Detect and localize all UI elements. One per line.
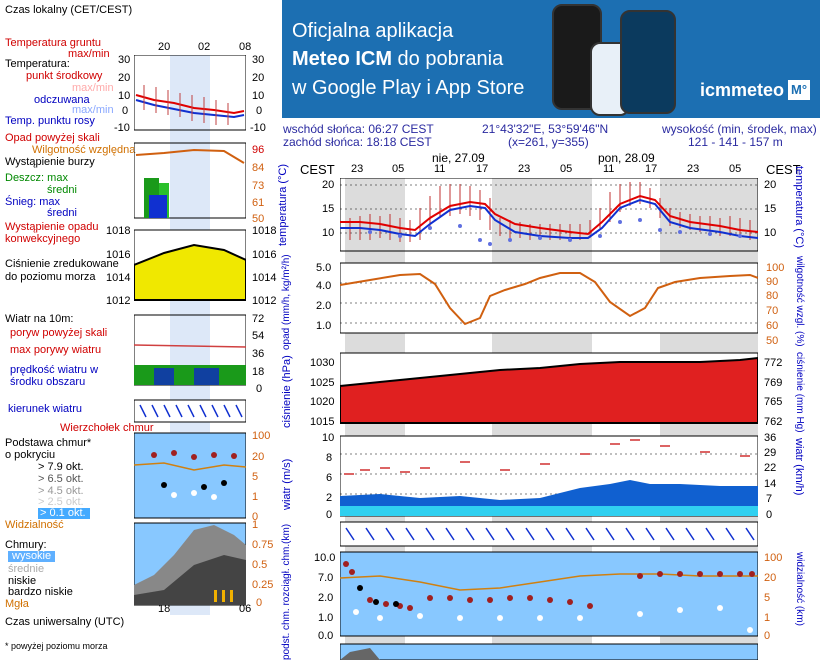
soil-temp-range: max/min — [68, 48, 110, 60]
phone-image — [620, 10, 676, 114]
okta-label-4: > 2.5 okt. — [38, 496, 84, 508]
cloud-axis-label-left: podst. chm. rozciągł. chm.(km) — [281, 523, 292, 660]
humidity-label: Wilgotność względna — [32, 144, 136, 156]
okta-label-1: > 7.9 okt. — [38, 461, 84, 473]
humidity-axis-label-right: wilgotność wzgl. (%) — [794, 256, 805, 347]
hour-tick: 05 — [392, 163, 405, 175]
gust-over-label: poryw powyżej skali — [10, 327, 108, 339]
hour-tick: 23 — [687, 163, 700, 175]
high-clouds-label: wysokie — [8, 551, 56, 562]
tz-label-right: CEST — [766, 162, 801, 177]
hour-tick: 11 — [434, 163, 446, 175]
hour-tick: 23 — [351, 163, 364, 175]
rain-mid-label: średni — [47, 184, 77, 196]
snow-mid-label: średni — [47, 207, 77, 219]
pressure-axis-label-right: ciśnienie (mm Hg) — [794, 352, 805, 433]
banner-line-2: Meteo ICM do pobrania — [292, 48, 504, 70]
hour-tick: 23 — [518, 163, 531, 175]
legend-panel: Czas lokalny (CET/CEST) 20 02 08 Tempera… — [5, 4, 277, 651]
day-label-1: nie, 27.09 — [432, 151, 485, 165]
hour-tick: 20 — [158, 41, 171, 53]
low-clouds-label: niskie — [8, 575, 37, 587]
wind-10m-label: Wiatr na 10m: — [5, 313, 74, 325]
local-time-label: Czas lokalny (CET/CEST) — [5, 4, 133, 16]
okta-label-3: > 4.5 okt. — [38, 485, 84, 497]
pressure-axis-label-left: ciśnienie (hPa) — [281, 355, 293, 428]
okta-label-5: > 0.1 okt. — [38, 508, 90, 519]
day-label-2: pon, 28.09 — [598, 151, 655, 165]
okta-label-2: > 6.5 okt. — [38, 473, 84, 485]
wind-speed-label: prędkość wiatru w środku obszaru — [10, 364, 99, 388]
hour-tick: 17 — [645, 163, 658, 175]
utc-tick: 18 — [158, 603, 171, 615]
wind-axis-label-right: wiatr (km/h) — [793, 438, 805, 496]
hour-tick: 17 — [476, 163, 489, 175]
clouds-label: Chmury: — [5, 539, 47, 551]
pressure-label: Ciśnienie zredukowane do poziomu morza — [5, 258, 119, 283]
hour-tick: 11 — [603, 163, 615, 175]
feels-range-label: max/min — [72, 104, 114, 116]
footnote: * powyżej poziomu morza — [5, 641, 108, 651]
precip-over-label: Opad powyżej skali — [5, 132, 100, 144]
temp-axis-label-left: temperatura (°C) — [277, 163, 289, 246]
wind-dir-label: kierunek wiatru — [8, 403, 82, 415]
dew-point-label: Temp. punktu rosy — [5, 115, 95, 127]
soil-temp-label: Temperatura gruntu — [5, 37, 101, 49]
grid-text: (x=261, y=355) — [508, 135, 589, 149]
hour-tick: 02 — [198, 41, 211, 53]
hour-tick: 05 — [560, 163, 573, 175]
wind-axis-label-left: wiatr (m/s) — [281, 458, 293, 510]
banner-line-3: w Google Play i App Store — [292, 77, 525, 99]
snow-label: Śnieg: max — [5, 196, 61, 208]
max-gust-label: max porywy wiatru — [10, 344, 102, 356]
height-label: wysokość (min, środek, max) — [662, 122, 817, 136]
sunrise-text: wschód słońca: 06:27 CEST — [283, 122, 434, 136]
utc-tick: 06 — [239, 603, 252, 615]
cloud-top-label: Wierzchołek chmur — [60, 422, 154, 434]
main-meteogram — [340, 178, 758, 660]
height-value: 121 - 141 - 157 m — [688, 135, 783, 149]
legend-mini-charts — [134, 55, 246, 615]
precip-axis-label-left: opad (mm/h, kg/m²/h) — [281, 254, 292, 350]
visibility-axis-label-right: widzialność (km) — [794, 552, 805, 626]
feels-like-label: odczuwana — [34, 94, 90, 106]
temp-axis-label-right: temperatura (°C) — [793, 166, 805, 249]
coords-text: 21°43'32"E, 53°59'46"N — [482, 122, 609, 136]
precip-conv-label: Wystąpienie opadu konwekcyjnego — [5, 221, 99, 245]
sunset-text: zachód słońca: 18:18 CEST — [283, 135, 432, 149]
rain-label: Deszcz: max — [5, 172, 68, 184]
banner-line-1: Oficjalna aplikacja — [292, 20, 454, 42]
hour-tick: 05 — [729, 163, 742, 175]
mid-point-label: punkt środkowy — [26, 70, 103, 82]
hour-tick: 08 — [239, 41, 252, 53]
brand-box-logo: M° — [788, 80, 810, 100]
utc-label: Czas uniwersalny (UTC) — [5, 616, 125, 628]
visibility-label: Widzialność — [5, 519, 64, 531]
max-min-label: max/min — [72, 82, 114, 94]
very-low-clouds-label: bardzo niskie — [8, 586, 73, 598]
middle-clouds-label: średnie — [8, 563, 45, 575]
temperature-label: Temperatura: — [5, 58, 70, 70]
tz-label-left: CEST — [300, 162, 335, 177]
brand-logo: icmmeteo — [700, 80, 785, 100]
fog-label: Mgła — [5, 598, 29, 610]
storm-label: Wystąpienie burzy — [5, 156, 95, 168]
app-banner[interactable]: Oficjalna aplikacja Meteo ICM do pobrani… — [282, 0, 820, 118]
cloud-base-label: Podstawa chmur* o pokryciu — [5, 437, 92, 461]
